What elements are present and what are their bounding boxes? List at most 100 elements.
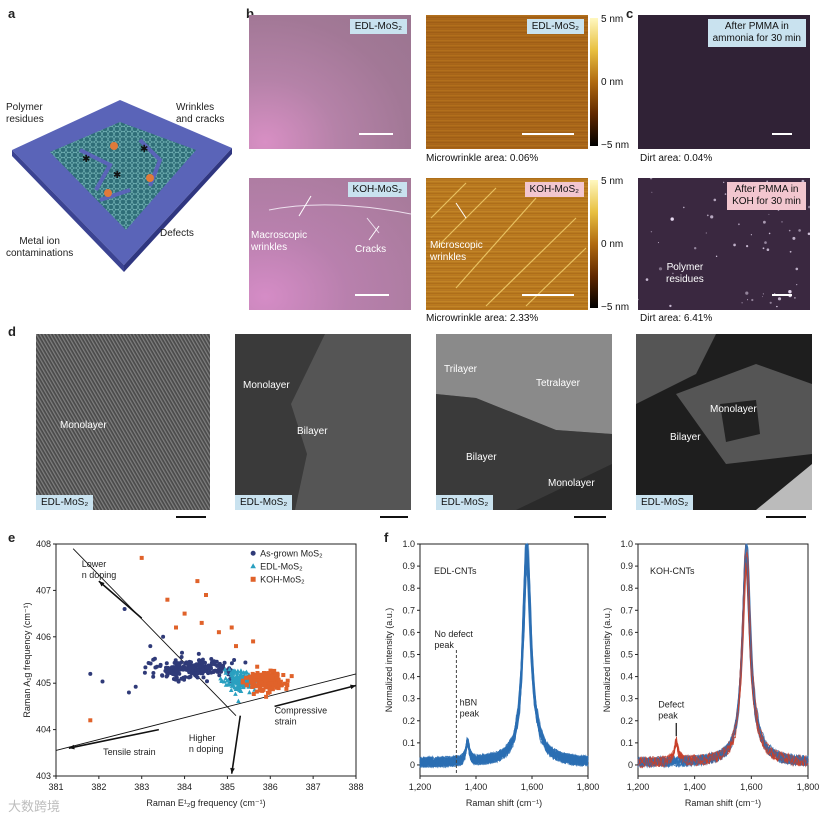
metal-ion-2 xyxy=(146,174,154,182)
as-grown-point xyxy=(158,662,163,667)
as-grown-point xyxy=(179,655,184,659)
as-grown-point xyxy=(164,674,169,679)
residue-dot xyxy=(672,266,674,268)
stem-tag-3: EDL-MoS₂ xyxy=(436,495,494,510)
annotation-bilayer: Bilayer xyxy=(466,452,497,463)
residue-dot xyxy=(650,231,653,233)
residue-dot xyxy=(750,234,752,236)
annotation-tensile: Tensile strain xyxy=(103,747,156,757)
scale-bar xyxy=(766,516,806,518)
y-tick-label: 0.6 xyxy=(620,627,633,637)
stem-tag-1: EDL-MoS₂ xyxy=(36,495,94,510)
y-tick-label: 0.9 xyxy=(402,561,415,571)
residue-dot xyxy=(651,191,653,193)
koh-spectrum-red xyxy=(637,555,809,769)
edl-point xyxy=(222,667,228,672)
spectrum-trace xyxy=(419,555,589,768)
residue-dot xyxy=(792,236,796,240)
as-grown-point xyxy=(160,673,165,678)
residue-dot xyxy=(741,302,743,304)
residue-dot xyxy=(713,198,717,202)
residue-dot xyxy=(788,229,791,232)
koh-point xyxy=(244,675,248,680)
x-tick-label: 382 xyxy=(91,782,106,792)
koh-point xyxy=(199,620,204,625)
koh-point xyxy=(277,680,282,684)
koh-point xyxy=(267,674,272,679)
multilayer-regions xyxy=(436,334,612,510)
as-grown-point xyxy=(161,634,166,639)
annotation-cracks: Cracks xyxy=(355,244,387,255)
as-grown-point xyxy=(146,661,151,665)
afm-colorbar-bottom xyxy=(590,180,598,308)
as-grown-point xyxy=(179,665,184,670)
koh-point xyxy=(264,694,269,699)
metal-ion-1 xyxy=(110,142,118,150)
x-tick-label: 385 xyxy=(220,782,235,792)
spectrum-trace xyxy=(419,544,589,768)
residue-dot xyxy=(715,255,718,257)
edl-point xyxy=(233,691,238,696)
spectrum-trace xyxy=(419,563,589,768)
substrate-side-right xyxy=(124,148,232,272)
edl-point xyxy=(219,678,224,683)
edl-point xyxy=(225,682,231,687)
edl-point xyxy=(236,684,241,689)
koh-point xyxy=(269,679,273,684)
scale-bar xyxy=(522,294,574,296)
label-wrinkles-cracks: Wrinkles and cracks xyxy=(176,102,225,125)
edl-cnt-raman-chart: 1,200 1,400 1,600 1,800 0 0.1 0.2 0.3 0.4 0.5 0.6 0… xyxy=(384,539,599,808)
koh-point xyxy=(244,683,249,688)
as-grown-point xyxy=(133,684,138,689)
as-grown-point xyxy=(151,671,156,675)
legend-entry: EDL-MoS₂ xyxy=(260,561,303,571)
arrow-lower-doping-head xyxy=(98,581,105,587)
koh-point xyxy=(216,630,221,635)
ammonia-dirt-area: Dirt area: 0.04% xyxy=(640,153,713,164)
annotation-hbn: hBN peak xyxy=(460,697,480,718)
y-tick-label: 0.3 xyxy=(402,694,415,704)
as-grown-point xyxy=(187,669,192,674)
koh-point xyxy=(88,718,93,723)
residue-dot xyxy=(798,229,801,232)
as-grown-point xyxy=(151,657,156,662)
residue-dot xyxy=(710,215,714,219)
scale-bar xyxy=(772,133,792,135)
annotation-bilayer: Bilayer xyxy=(670,432,701,443)
as-grown-point xyxy=(209,657,214,661)
substrate-side-left xyxy=(12,150,124,272)
x-tick-label: 1,800 xyxy=(797,782,820,792)
spectrum-trace xyxy=(419,543,589,767)
koh-point xyxy=(257,688,262,693)
koh-point xyxy=(259,680,264,685)
polymer-blob-1: ✱ xyxy=(82,154,90,165)
koh-point xyxy=(273,682,278,687)
residue-dot xyxy=(764,241,767,244)
residue-dot xyxy=(672,272,674,275)
y-tick-label: 0.6 xyxy=(402,627,415,637)
as-grown-point xyxy=(142,670,147,675)
koh-point xyxy=(289,674,294,679)
annotation-defect: Defect peak xyxy=(658,700,685,721)
edl-afm-image: EDL-MoS₂ xyxy=(426,15,588,149)
annotation-bilayer: Bilayer xyxy=(297,426,328,437)
annotation-tetralayer: Tetralayer xyxy=(536,378,580,389)
as-grown-point xyxy=(217,663,222,668)
stem-tag-2: EDL-MoS₂ xyxy=(235,495,293,510)
scale-bar xyxy=(359,133,393,135)
x-tick-label: 383 xyxy=(134,782,149,792)
koh-spectrum-red xyxy=(637,563,809,768)
y-tick-label: 0.1 xyxy=(620,738,633,748)
koh-point xyxy=(267,681,272,686)
schematic-illustration: ✱ ✱ ✱ xyxy=(12,100,232,272)
residue-dot xyxy=(768,213,770,215)
as-grown-point xyxy=(179,660,184,665)
spectrum-trace xyxy=(419,557,589,769)
as-grown-point xyxy=(212,662,217,667)
y-tick-label: 1.0 xyxy=(620,539,633,549)
koh-spectrum-red xyxy=(637,543,809,768)
raman-scatter-chart: 381 382 383 384 385 386 387 388 403 404 405 406 407 4… xyxy=(22,539,364,808)
koh-point xyxy=(195,579,200,584)
as-grown-point xyxy=(187,666,192,671)
as-grown-point xyxy=(173,658,178,663)
